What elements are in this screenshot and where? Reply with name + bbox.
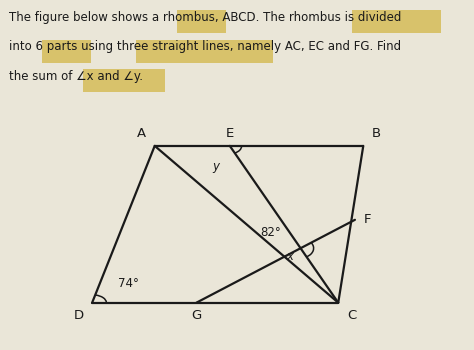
Text: D: D [73,309,83,322]
Text: G: G [191,309,201,322]
Text: 74°: 74° [118,278,139,290]
FancyBboxPatch shape [82,69,165,92]
Text: F: F [364,213,371,226]
Text: C: C [347,309,356,322]
Text: 82°: 82° [260,226,281,239]
Text: into 6 parts using three straight lines, namely AC, EC and FG. Find: into 6 parts using three straight lines,… [9,40,401,53]
FancyBboxPatch shape [352,10,441,33]
Text: The figure below shows a rhombus, ABCD. The rhombus is divided: The figure below shows a rhombus, ABCD. … [9,10,402,23]
Text: E: E [226,127,234,140]
FancyBboxPatch shape [137,40,273,63]
Text: x: x [287,250,294,263]
FancyBboxPatch shape [42,40,91,63]
Text: the sum of ∠x and ∠y.: the sum of ∠x and ∠y. [9,70,144,83]
Text: y: y [212,160,219,173]
Text: B: B [372,127,381,140]
Text: A: A [137,127,146,140]
FancyBboxPatch shape [177,10,226,33]
